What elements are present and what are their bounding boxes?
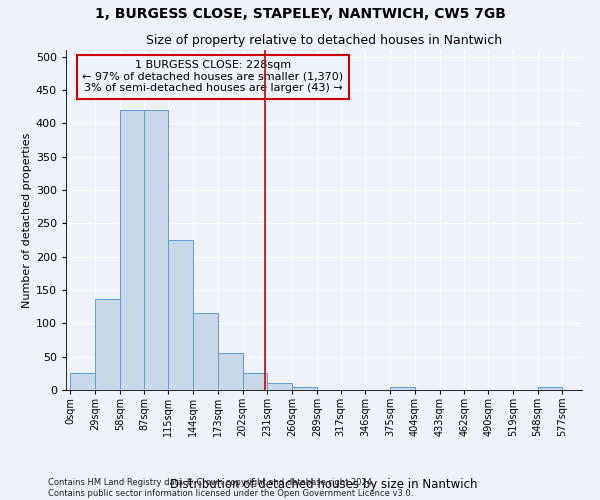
Bar [169, 240, 193, 390]
Bar [292, 386, 317, 390]
Bar [242, 374, 267, 390]
Text: 1, BURGESS CLOSE, STAPELEY, NANTWICH, CW5 7GB: 1, BURGESS CLOSE, STAPELEY, NANTWICH, CW… [95, 8, 505, 22]
X-axis label: Distribution of detached houses by size in Nantwich: Distribution of detached houses by size … [170, 478, 478, 491]
Bar [120, 110, 145, 390]
Bar [95, 298, 120, 390]
Text: 1 BURGESS CLOSE: 228sqm  
← 97% of detached houses are smaller (1,370)
3% of sem: 1 BURGESS CLOSE: 228sqm ← 97% of detache… [82, 60, 344, 94]
Bar [390, 386, 415, 390]
Bar [267, 384, 292, 390]
Bar [218, 354, 242, 390]
Y-axis label: Number of detached properties: Number of detached properties [22, 132, 32, 308]
Bar [70, 374, 95, 390]
Bar [538, 386, 562, 390]
Bar [193, 314, 218, 390]
Bar [145, 110, 169, 390]
Text: Contains HM Land Registry data © Crown copyright and database right 2024.
Contai: Contains HM Land Registry data © Crown c… [48, 478, 413, 498]
Title: Size of property relative to detached houses in Nantwich: Size of property relative to detached ho… [146, 34, 502, 48]
